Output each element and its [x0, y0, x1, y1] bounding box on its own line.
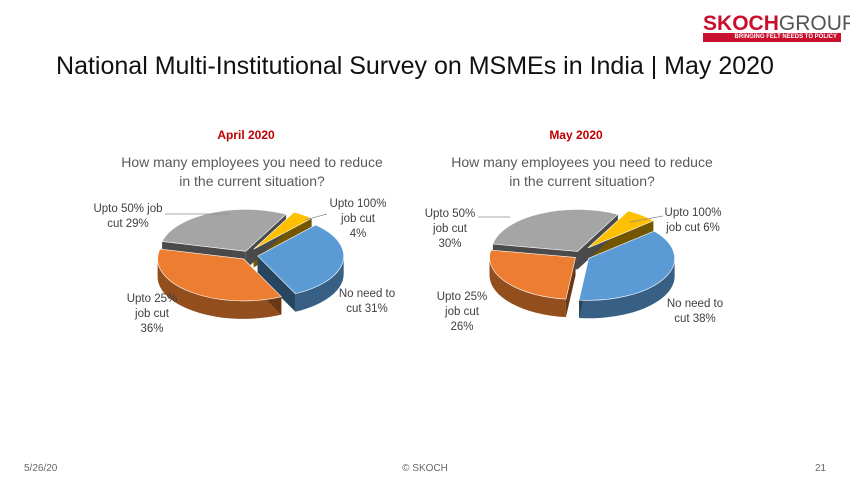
data-label: job cut	[340, 213, 376, 225]
data-label: Upto 100%	[665, 207, 722, 219]
pie-slice-no-need-to-cut	[578, 230, 675, 301]
skoch-group-logo: SKOCHGROUP BRINGING FELT NEEDS TO POLICY	[703, 12, 850, 42]
data-label: Upto 50%	[425, 208, 476, 220]
pie-slice-upto-50-job-cut	[161, 209, 287, 252]
footer-copyright: © SKOCH	[402, 463, 448, 474]
data-label: cut 31%	[346, 303, 388, 315]
pie-slice-upto-50-job-cut	[492, 209, 619, 252]
pie-slice-no-need-to-cut	[257, 224, 344, 295]
pie-slice-side	[489, 257, 566, 318]
footer-page-number: 21	[815, 463, 827, 474]
pie-slice-side	[295, 255, 344, 312]
logo-wordmark: SKOCHGROUP	[703, 12, 850, 35]
pie-slice-upto-100-job-cut	[587, 210, 655, 249]
label-leader-line	[304, 213, 328, 221]
chart-question-line: How many employees you need to reduce	[121, 154, 383, 170]
data-label: No need to	[339, 288, 395, 300]
data-label: job cut	[432, 223, 468, 235]
pie-chart-2: May 2020 How many employees you need to r…	[425, 128, 723, 333]
pie-slice-upto-25-job-cut	[489, 249, 576, 300]
data-label: No need to	[667, 298, 723, 310]
data-label: job cut	[444, 306, 480, 318]
data-label: job cut	[134, 308, 170, 320]
pie-chart-1: April 2020 How many employees you need to…	[93, 128, 395, 335]
label-leader-line	[629, 215, 664, 223]
data-label: cut 29%	[107, 218, 149, 230]
pie-slice-side	[157, 258, 282, 319]
data-label: Upto 50% job	[93, 203, 162, 215]
data-label: Upto 25%	[437, 291, 488, 303]
data-label: 36%	[140, 323, 163, 335]
pie-slice-upto-25-job-cut	[157, 248, 282, 302]
chart-question-line: How many employees you need to reduce	[451, 154, 713, 170]
chart-question-line: in the current situation?	[509, 173, 655, 189]
data-label: Upto 25%	[127, 293, 178, 305]
chart-period-title: April 2020	[217, 128, 275, 142]
data-label: job cut 6%	[665, 222, 720, 234]
data-label: 30%	[438, 238, 461, 250]
chart-question-line: in the current situation?	[179, 173, 325, 189]
data-label: cut 38%	[674, 313, 716, 325]
pie-slice-side	[579, 258, 675, 319]
footer-date: 5/26/20	[24, 463, 58, 474]
data-label: Upto 100%	[330, 198, 387, 210]
data-label: 4%	[350, 228, 367, 240]
data-label: 26%	[450, 321, 473, 333]
pie-slice-cut-face	[257, 255, 296, 312]
page-title: National Multi-Institutional Survey on M…	[56, 52, 774, 80]
logo-tagline: BRINGING FELT NEEDS TO POLICY	[703, 33, 841, 42]
chart-period-title: May 2020	[549, 128, 603, 142]
